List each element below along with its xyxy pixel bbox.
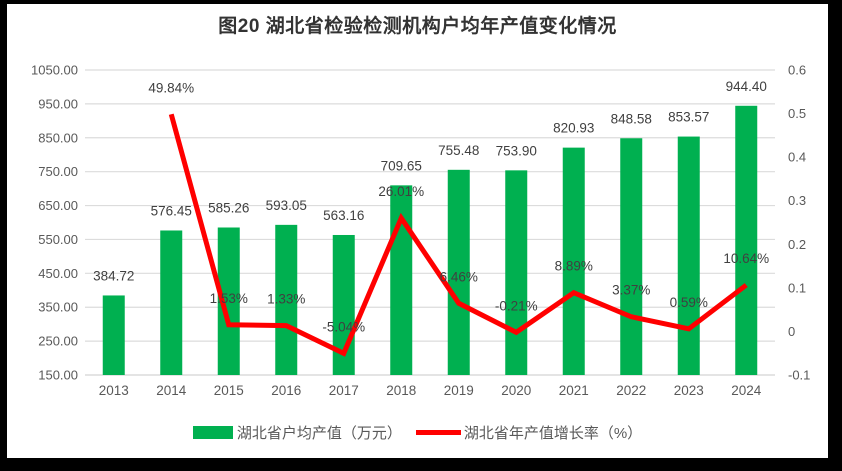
left-axis-tick-label: 350.00 [38, 300, 78, 315]
line-data-label: 26.01% [378, 184, 424, 199]
right-axis-tick-label: 0.4 [788, 150, 806, 165]
right-axis-tick-label: 0 [788, 324, 795, 339]
x-axis-category-label: 2020 [501, 383, 531, 398]
x-axis-category-label: 2013 [99, 383, 129, 398]
bar-2022 [620, 138, 643, 375]
right-axis-tick-label: 0.1 [788, 280, 806, 295]
legend-item-line-series: 湖北省年产值增长率（%） [415, 422, 643, 443]
bar-data-label: 593.05 [266, 198, 307, 213]
x-axis-category-label: 2017 [329, 383, 359, 398]
legend-label-line-series: 湖北省年产值增长率（%） [463, 424, 643, 442]
line-data-label: 0.59% [670, 295, 708, 310]
x-axis-category-label: 2019 [444, 383, 474, 398]
x-axis-category-label: 2018 [386, 383, 416, 398]
right-axis-tick-label: 0.5 [788, 106, 806, 121]
right-axis-tick-label: 0.2 [788, 237, 806, 252]
bar-data-label: 820.93 [553, 121, 594, 136]
bar-2014 [160, 230, 183, 375]
x-axis-category-label: 2022 [616, 383, 646, 398]
line-data-label: 1.33% [267, 292, 305, 307]
line-series-swatch [415, 429, 461, 435]
bar-data-label: 585.26 [208, 200, 249, 215]
bar-data-label: 755.48 [438, 143, 479, 158]
growth-rate-line [168, 113, 748, 357]
right-axis-tick-label: 0.6 [788, 63, 806, 78]
combo-chart: 1050.00 950.00 850.00 750.00 650.00 550.00 450… [31, 63, 810, 399]
bar-data-label: 384.72 [93, 268, 134, 283]
bar-data-label: 944.40 [726, 79, 767, 94]
bar-2024 [735, 105, 758, 375]
bar-series-swatch [192, 425, 233, 439]
x-axis-category-label: 2024 [731, 383, 762, 398]
line-data-label: 49.84% [148, 80, 194, 95]
bar-2020 [505, 170, 528, 375]
x-axis-category-label: 2021 [559, 383, 589, 398]
line-data-label: 6.46% [440, 269, 478, 284]
left-axis-tick-label: 250.00 [38, 334, 78, 349]
bar-2016 [275, 224, 298, 375]
right-axis-tick-label: 0.3 [788, 193, 806, 208]
left-axis-tick-label: 750.00 [38, 164, 78, 179]
chart-canvas: 图20 湖北省检验检测机构户均年产值变化情况 1050.00 950.00 850.… [7, 4, 828, 458]
x-axis-category-label: 2015 [214, 383, 244, 398]
bar-2015 [217, 227, 240, 375]
bar-data-label: 709.65 [381, 158, 422, 173]
left-axis-tick-label: 1050.00 [31, 63, 78, 78]
bar-data-label: 563.16 [323, 208, 364, 223]
x-axis-category-label: 2014 [156, 383, 187, 398]
bar-2023 [677, 136, 700, 375]
left-axis-tick-label: 850.00 [38, 130, 78, 145]
bar-2019 [447, 169, 470, 375]
line-data-label: -5.04% [322, 319, 365, 334]
bar-data-label: 753.90 [496, 143, 537, 158]
legend-label-bar-series: 湖北省户均产值（万元） [236, 424, 402, 442]
line-data-label: 3.37% [612, 283, 650, 298]
bar-2021 [562, 147, 585, 375]
left-axis-tick-label: 550.00 [38, 232, 78, 247]
left-axis-tick-label: 650.00 [38, 198, 78, 213]
right-axis-tick-label: -0.1 [788, 368, 810, 383]
legend-item-bar-series: 湖北省户均产值（万元） [192, 422, 402, 443]
chart-legend: 湖北省户均产值（万元） 湖北省年产值增长率（%） [7, 421, 828, 443]
left-axis-tick-label: 950.00 [38, 96, 78, 111]
line-data-label: -0.21% [495, 298, 538, 313]
x-axis-category-label: 2016 [271, 383, 301, 398]
left-axis-tick-label: 450.00 [38, 266, 78, 281]
bar-2013 [102, 295, 125, 375]
bar-data-label: 576.45 [151, 203, 192, 218]
bar-data-label: 848.58 [611, 111, 652, 126]
left-axis-tick-label: 150.00 [38, 368, 78, 383]
chart-title: 图20 湖北省检验检测机构户均年产值变化情况 [218, 16, 617, 37]
line-data-label: 1.53% [210, 291, 248, 306]
line-data-label: 10.64% [723, 251, 769, 266]
bar-data-label: 853.57 [668, 110, 709, 125]
x-axis-category-label: 2023 [674, 383, 704, 398]
line-data-label: 8.89% [555, 259, 593, 274]
